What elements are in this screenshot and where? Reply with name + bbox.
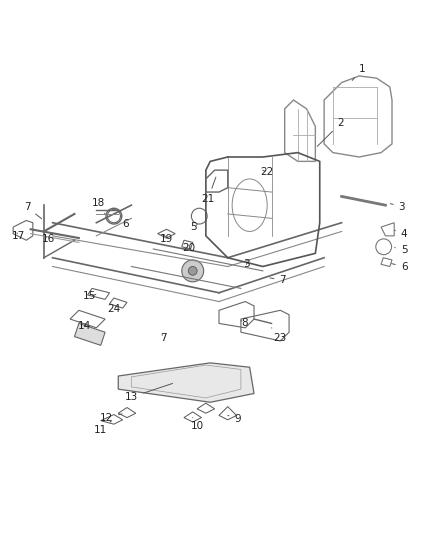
Text: 17: 17 bbox=[12, 231, 25, 241]
Text: 19: 19 bbox=[160, 235, 173, 245]
Text: 16: 16 bbox=[42, 235, 55, 245]
Text: 4: 4 bbox=[395, 229, 407, 239]
Text: 7: 7 bbox=[270, 275, 286, 285]
Text: 24: 24 bbox=[107, 304, 120, 313]
Text: 11: 11 bbox=[94, 421, 112, 435]
Text: 18: 18 bbox=[92, 198, 105, 214]
Text: 3: 3 bbox=[243, 260, 250, 269]
Circle shape bbox=[182, 260, 204, 282]
Text: 6: 6 bbox=[392, 262, 407, 272]
Text: 10: 10 bbox=[191, 418, 204, 431]
Text: 20: 20 bbox=[182, 243, 195, 253]
Text: 12: 12 bbox=[100, 413, 122, 423]
Circle shape bbox=[188, 266, 197, 275]
Polygon shape bbox=[118, 363, 254, 402]
Text: 6: 6 bbox=[117, 219, 129, 229]
Text: 8: 8 bbox=[241, 318, 247, 328]
Text: 22: 22 bbox=[261, 167, 274, 177]
Polygon shape bbox=[74, 324, 105, 345]
Text: 1: 1 bbox=[352, 63, 366, 80]
Text: 5: 5 bbox=[191, 222, 197, 232]
Text: 21: 21 bbox=[201, 177, 216, 204]
Text: 14: 14 bbox=[78, 321, 91, 330]
Text: 3: 3 bbox=[390, 201, 405, 212]
Text: 9: 9 bbox=[228, 414, 241, 424]
Text: 5: 5 bbox=[395, 245, 407, 255]
Text: 7: 7 bbox=[160, 333, 166, 343]
Text: 23: 23 bbox=[272, 328, 287, 343]
Text: 2: 2 bbox=[318, 118, 344, 146]
Text: 13: 13 bbox=[125, 383, 173, 402]
Text: 15: 15 bbox=[83, 292, 96, 301]
Text: 7: 7 bbox=[24, 203, 42, 219]
